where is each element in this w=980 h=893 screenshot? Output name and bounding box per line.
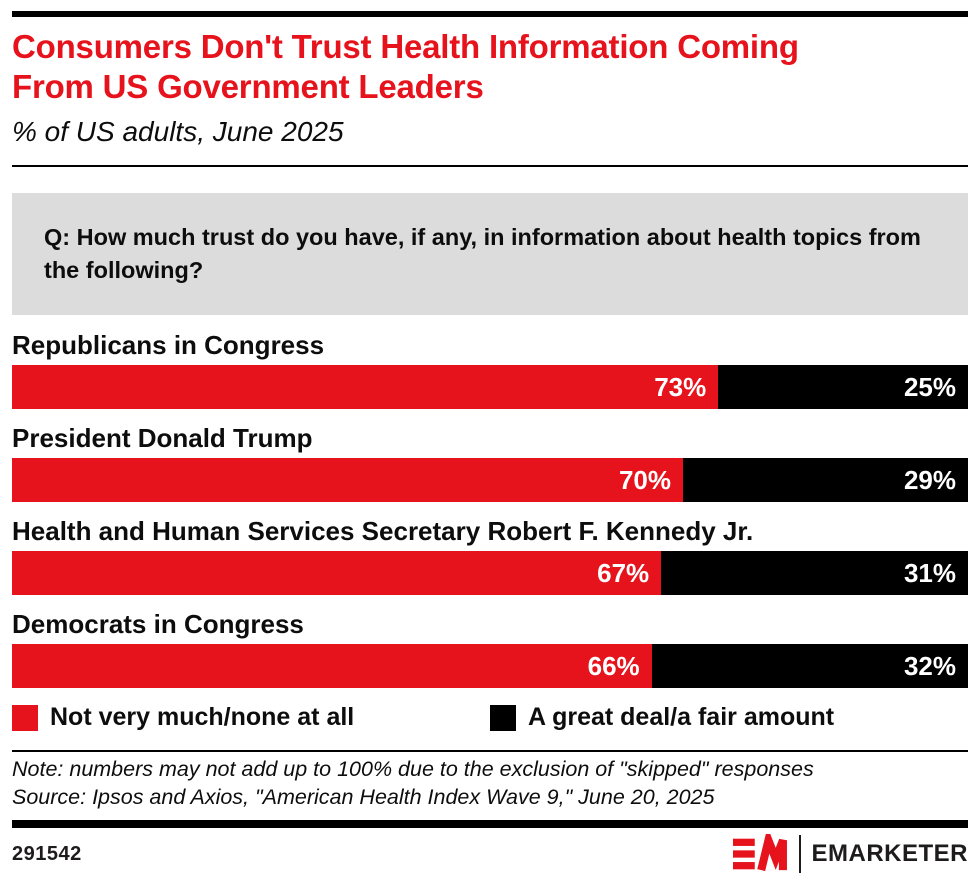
chart-page: Consumers Don't Trust Health Information… xyxy=(0,11,980,874)
chart-id: 291542 xyxy=(12,842,82,865)
bar-category-label: Democrats in Congress xyxy=(12,609,304,639)
bar-category-label: President Donald Trump xyxy=(12,423,313,453)
bar-row: President Donald Trump 70% 29% xyxy=(12,424,968,502)
page-title-line2: From US Government Leaders xyxy=(12,68,484,105)
page-title-line1: Consumers Don't Trust Health Information… xyxy=(12,28,799,65)
stacked-bar: 67% 31% xyxy=(12,551,968,595)
legend-item: A great deal/a fair amount xyxy=(490,703,968,732)
brand-name: EMARKETER xyxy=(811,840,968,867)
bar-value-label: 67% xyxy=(597,557,650,588)
legend-swatch-icon xyxy=(490,704,516,731)
bar-segment: 66% xyxy=(12,644,652,688)
stacked-bar: 70% 29% xyxy=(12,458,968,502)
chart-legend: Not very much/none at all A great deal/a … xyxy=(12,703,968,732)
bar-value-label: 70% xyxy=(618,464,671,495)
bar-value-label: 29% xyxy=(903,464,956,495)
top-accent-bar xyxy=(12,11,968,17)
bar-value-label: 32% xyxy=(903,650,956,681)
bar-segment: 32% xyxy=(651,644,968,688)
header-divider xyxy=(12,165,968,167)
bar-category-label: Health and Human Services Secretary Robe… xyxy=(12,516,754,546)
bar-segment: 31% xyxy=(661,551,968,595)
footer: 291542 EMARKETER xyxy=(12,834,968,874)
bar-segment: 25% xyxy=(718,365,968,409)
em-logo-icon xyxy=(733,834,788,872)
footnotes: Note: numbers may not add up to 100% due… xyxy=(12,756,968,811)
bar-row: Health and Human Services Secretary Robe… xyxy=(12,517,968,595)
bar-segment: 67% xyxy=(12,551,662,595)
brand-divider xyxy=(799,835,802,873)
bar-value-label: 66% xyxy=(587,650,640,681)
legend-item: Not very much/none at all xyxy=(12,703,490,732)
bar-row: Democrats in Congress 66% 32% xyxy=(12,610,968,688)
legend-label: Not very much/none at all xyxy=(50,703,355,731)
footnote-divider xyxy=(12,750,968,752)
legend-swatch-icon xyxy=(12,704,38,731)
bar-value-label: 31% xyxy=(903,557,956,588)
bar-segment: 70% xyxy=(12,458,683,502)
bar-row: Republicans in Congress 73% 25% xyxy=(12,331,968,409)
bar-value-label: 73% xyxy=(654,371,707,402)
footer-divider xyxy=(12,820,968,828)
brand-logo: EMARKETER xyxy=(733,834,968,874)
bar-chart: Republicans in Congress 73% 25% President D… xyxy=(12,331,968,688)
bar-segment: 73% xyxy=(12,365,719,409)
legend-label: A great deal/a fair amount xyxy=(528,703,835,731)
note-text: Note: numbers may not add up to 100% due… xyxy=(12,757,814,781)
bar-category-label: Republicans in Congress xyxy=(12,330,325,360)
chart-subtitle: % of US adults, June 2025 xyxy=(12,116,344,147)
bar-value-label: 25% xyxy=(903,371,956,402)
source-text: Source: Ipsos and Axios, "American Healt… xyxy=(12,784,715,809)
page-title: Consumers Don't Trust Health Information… xyxy=(12,27,968,107)
question-box: Q: How much trust do you have, if any, i… xyxy=(12,193,968,315)
question-text: Q: How much trust do you have, if any, i… xyxy=(44,224,921,283)
stacked-bar: 66% 32% xyxy=(12,644,968,688)
stacked-bar: 73% 25% xyxy=(12,365,968,409)
bar-segment: 29% xyxy=(682,458,968,502)
